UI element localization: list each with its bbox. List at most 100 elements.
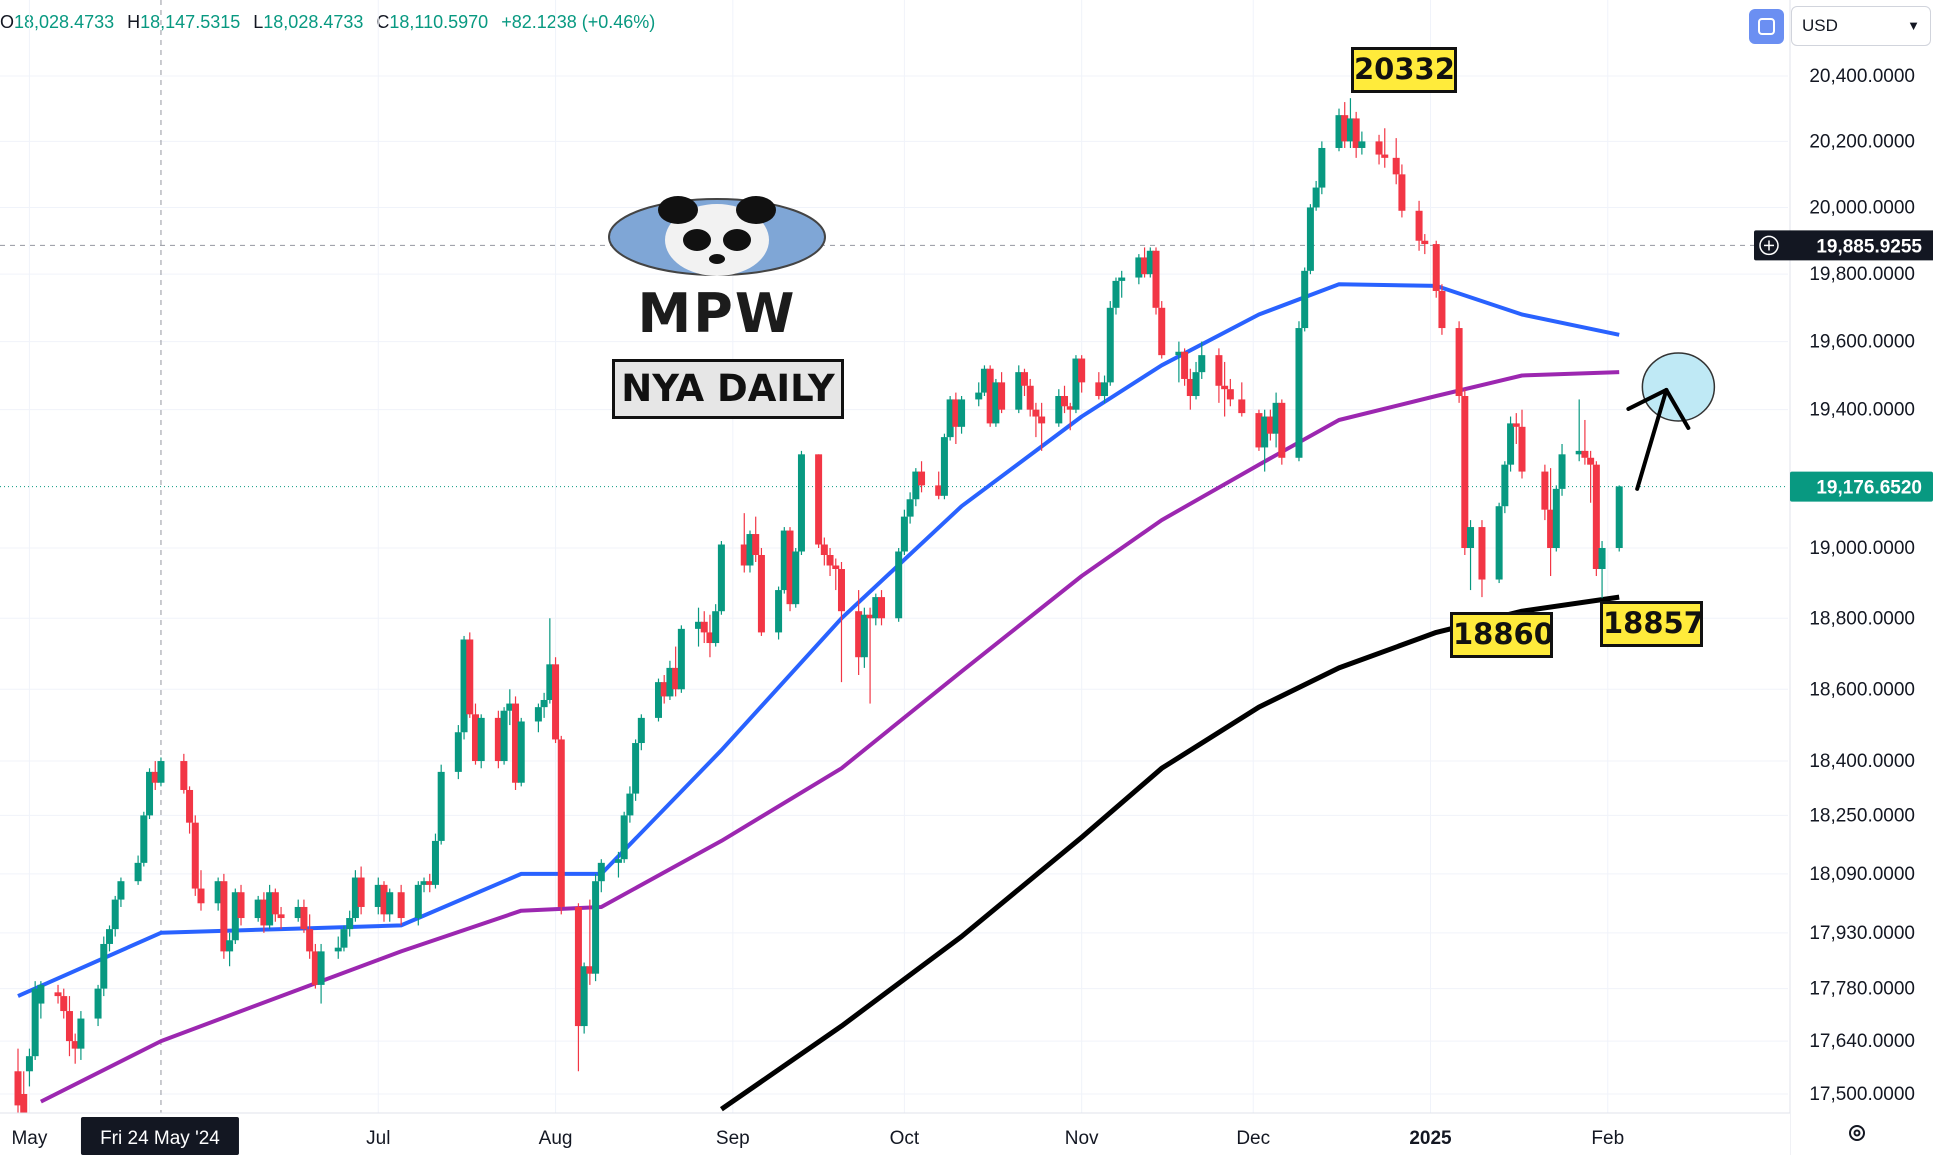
candle <box>1141 247 1149 278</box>
candle <box>552 657 560 744</box>
candle <box>357 866 365 915</box>
candle <box>832 558 840 591</box>
candle-body <box>757 554 765 633</box>
candle <box>1518 409 1526 479</box>
candle <box>1352 111 1360 158</box>
candle-body <box>1438 290 1446 329</box>
candle <box>1226 378 1234 407</box>
candle-body <box>1175 351 1183 356</box>
candle <box>334 936 342 959</box>
candle-body <box>557 739 565 907</box>
candle-body <box>1592 464 1600 570</box>
candle-body <box>254 899 262 919</box>
candle <box>1078 355 1086 393</box>
candle <box>1615 485 1623 552</box>
candle <box>837 561 845 683</box>
candle <box>1198 341 1206 379</box>
candle-body <box>117 881 125 900</box>
candle-body <box>1461 396 1469 549</box>
y-tick-label: 20,200.0000 <box>1809 131 1915 152</box>
candle-body <box>500 710 508 762</box>
candle-body <box>1398 174 1406 211</box>
candle <box>346 910 354 937</box>
candle-body <box>552 664 560 740</box>
candle-body <box>712 611 720 644</box>
candle <box>1512 413 1520 444</box>
square-toggle-icon[interactable] <box>1749 9 1784 44</box>
candle <box>374 877 382 915</box>
candle-body <box>512 703 520 783</box>
open-label: O <box>0 12 15 32</box>
crosshair-date-label: Fri 24 May '24 <box>100 1128 220 1149</box>
candle-body <box>1198 355 1206 373</box>
candle-body <box>1226 389 1234 400</box>
candle <box>94 984 102 1027</box>
candle-body <box>1192 372 1200 397</box>
candle <box>872 593 880 626</box>
candle <box>940 433 948 500</box>
candle-body <box>592 881 600 974</box>
candle <box>100 936 108 997</box>
candle <box>134 855 142 885</box>
candle-body <box>1272 402 1280 434</box>
candle <box>1038 402 1046 451</box>
candle-body <box>672 667 680 690</box>
candle <box>1295 321 1303 462</box>
candle-body <box>426 881 434 885</box>
x-tick-label: Aug <box>539 1128 573 1149</box>
candle <box>986 365 994 427</box>
candle-body <box>517 721 525 783</box>
candle <box>1221 361 1229 417</box>
candle <box>1061 385 1069 414</box>
logo-text: MPW <box>637 282 797 345</box>
candle-body <box>1061 396 1069 407</box>
candle-body <box>935 485 943 496</box>
candle-body <box>277 914 285 919</box>
candle <box>1392 138 1400 185</box>
candle <box>477 714 485 769</box>
x-tick-label: Dec <box>1236 1128 1270 1149</box>
candle-body <box>506 703 514 711</box>
candle <box>637 714 645 751</box>
candle <box>105 925 113 952</box>
candle-body <box>437 771 445 841</box>
candle-body <box>1335 115 1343 148</box>
candle <box>786 527 794 612</box>
candle-body <box>357 877 365 907</box>
candle-body <box>220 881 228 952</box>
candle-body <box>380 884 388 915</box>
last-price-tag <box>1790 471 1933 502</box>
candle-body <box>454 732 462 772</box>
candle-body <box>1478 527 1486 580</box>
candle-body <box>1352 118 1360 148</box>
candle-body <box>60 996 68 1012</box>
candle <box>140 811 148 867</box>
candle <box>1438 284 1446 335</box>
candle <box>54 984 62 1004</box>
candle <box>197 870 205 911</box>
candle <box>151 761 159 790</box>
candle <box>300 899 308 933</box>
candle <box>815 454 823 549</box>
candle-body <box>151 771 159 783</box>
candle-body <box>340 929 348 948</box>
candle-body <box>660 682 668 697</box>
candle-body <box>666 667 674 697</box>
candle <box>466 632 474 718</box>
candle <box>1066 402 1074 431</box>
y-tick-label: 19,000.0000 <box>1809 538 1915 559</box>
time-axis <box>0 1113 1790 1155</box>
candle <box>294 899 302 922</box>
candle-body <box>1106 307 1114 383</box>
candle <box>998 372 1006 414</box>
candle <box>826 548 834 577</box>
candle <box>1015 365 1023 414</box>
candle <box>620 811 628 863</box>
candle <box>1272 392 1280 448</box>
x-tick-label: Jul <box>366 1128 390 1149</box>
candle-body <box>414 884 422 919</box>
currency-select[interactable]: USD ▼ <box>1791 6 1931 46</box>
candle <box>351 870 359 922</box>
gear-icon[interactable] <box>1846 1122 1868 1144</box>
